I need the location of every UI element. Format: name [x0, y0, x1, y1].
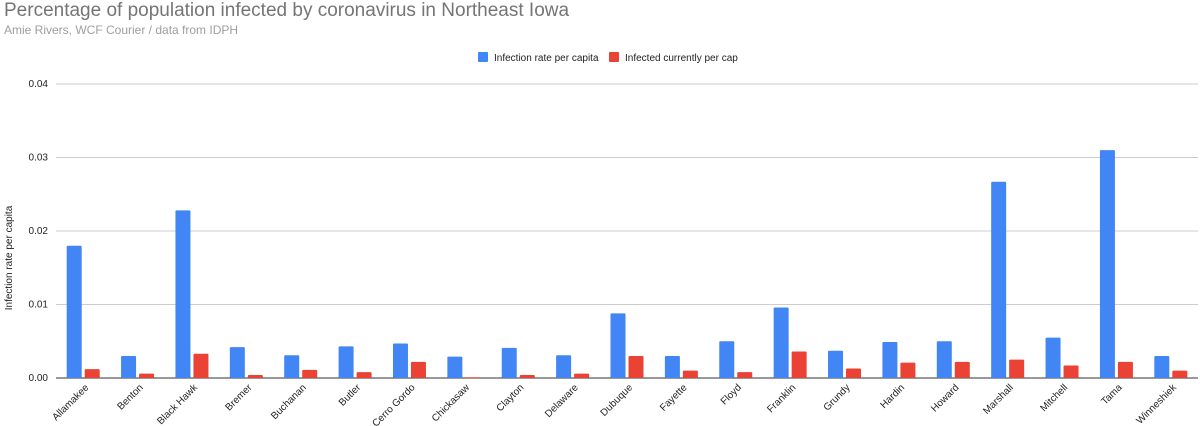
y-tick-label: 0.00	[29, 373, 49, 384]
y-axis-label: Infection rate per capita	[4, 205, 15, 310]
bar-infected-currently-hardin	[900, 362, 916, 378]
x-tick-label: Cerro Gordo	[371, 382, 418, 426]
bar-infected-currently-tama	[1117, 361, 1133, 378]
bar-infection-rate-chickasaw	[447, 356, 463, 378]
bar-infected-currently-benton	[139, 373, 155, 378]
bar-infection-rate-delaware	[556, 355, 572, 378]
bar-infection-rate-floyd	[719, 341, 735, 378]
bar-infected-currently-butler	[356, 372, 372, 378]
bar-infected-currently-black-hawk	[193, 353, 209, 378]
x-tick-label: Marshall	[981, 382, 1016, 417]
bar-infection-rate-howard	[936, 341, 952, 378]
x-tick-label: Winneshiek	[1135, 382, 1180, 426]
legend-swatch-infection-rate	[478, 52, 488, 62]
x-tick-label: Buchanan	[269, 382, 309, 422]
bar-infection-rate-clayton	[501, 347, 517, 378]
chart-subtitle: Amie Rivers, WCF Courier / data from IDP…	[4, 23, 239, 37]
x-tick-label: Allamakee	[51, 382, 92, 423]
x-tick-label: Hardin	[878, 382, 907, 411]
bar-infection-rate-hardin	[882, 341, 898, 378]
bar-infected-currently-marshall	[1009, 359, 1025, 378]
bar-infected-currently-chickasaw	[465, 377, 481, 378]
x-tick-label: Butler	[337, 382, 364, 409]
bar-infected-currently-fayette	[682, 370, 698, 378]
bar-infection-rate-marshall	[991, 181, 1007, 378]
bar-infected-currently-mitchell	[1063, 365, 1079, 378]
x-tick-label: Mitchell	[1038, 382, 1070, 414]
y-tick-label: 0.03	[29, 153, 49, 164]
x-tick-label: Clayton	[495, 382, 527, 414]
bar-infection-rate-black-hawk	[175, 210, 191, 378]
bar-infected-currently-howard	[954, 361, 970, 378]
bar-infected-currently-clayton	[519, 375, 535, 378]
bar-infected-currently-winneshiek	[1172, 370, 1188, 378]
bar-infected-currently-cerro-gordo	[410, 361, 426, 378]
legend-label-infection-rate: Infection rate per capita	[494, 53, 599, 64]
bar-infected-currently-buchanan	[302, 369, 318, 378]
bar-infection-rate-dubuque	[610, 313, 626, 378]
bar-infected-currently-allamakee	[84, 369, 100, 378]
y-tick-label: 0.02	[29, 226, 49, 237]
chart-title: Percentage of population infected by cor…	[4, 0, 570, 21]
x-tick-label: Tama	[1099, 382, 1124, 407]
bar-infection-rate-benton	[121, 355, 137, 378]
x-tick-label: Franklin	[765, 382, 798, 415]
bar-infected-currently-delaware	[574, 373, 590, 378]
bar-infection-rate-winneshiek	[1154, 355, 1170, 378]
x-tick-label: Grundy	[822, 382, 853, 413]
chart-legend: Infection rate per capita Infected curre…	[478, 52, 738, 64]
x-tick-label: Floyd	[719, 382, 744, 407]
legend-swatch-infected-currently	[609, 52, 619, 62]
x-tick-label: Dubuque	[599, 382, 636, 419]
bar-infected-currently-floyd	[737, 372, 753, 378]
bar-infected-currently-franklin	[791, 351, 807, 378]
x-tick-label: Benton	[115, 382, 145, 412]
bar-infection-rate-buchanan	[284, 355, 300, 378]
bar-infection-rate-bremer	[229, 347, 245, 378]
bar-infection-rate-fayette	[664, 355, 680, 378]
bar-infection-rate-tama	[1099, 150, 1115, 378]
legend-label-infected-currently: Infected currently per cap	[625, 53, 738, 64]
x-tick-label: Chickasaw	[430, 382, 473, 425]
bar-infection-rate-cerro-gordo	[392, 343, 408, 378]
y-tick-label: 0.01	[29, 300, 49, 311]
bar-infected-currently-grundy	[846, 368, 862, 378]
bar-infected-currently-bremer	[247, 375, 263, 378]
bar-infected-currently-dubuque	[628, 355, 644, 378]
bar-infection-rate-grundy	[828, 350, 844, 378]
bar-infection-rate-allamakee	[66, 245, 82, 378]
bar-infection-rate-franklin	[773, 307, 789, 378]
bar-infection-rate-mitchell	[1045, 337, 1061, 378]
x-tick-label: Bremer	[223, 382, 254, 413]
x-tick-label: Black Hawk	[155, 382, 200, 426]
x-tick-label: Delaware	[543, 382, 581, 420]
x-tick-label: Howard	[929, 382, 961, 414]
x-tick-label: Fayette	[658, 382, 690, 414]
bar-infection-rate-butler	[338, 346, 354, 378]
y-tick-label: 0.04	[29, 79, 49, 90]
